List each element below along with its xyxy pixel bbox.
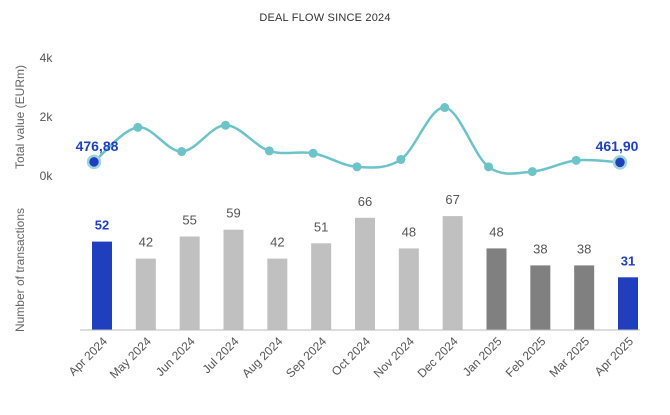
bar (530, 265, 551, 330)
line-point (396, 154, 406, 164)
x-tick-label: May 2024 (107, 334, 154, 381)
first-point-label: 476,88 (76, 138, 119, 154)
line-point (308, 148, 318, 158)
x-tick-label: Jul 2024 (200, 334, 242, 376)
line-points (86, 103, 628, 177)
bar-value-label: 48 (402, 224, 416, 239)
bar (311, 243, 332, 330)
bar-value-label: 38 (533, 241, 547, 256)
bar (92, 241, 112, 330)
line-point (264, 146, 274, 156)
bar-value-label: 48 (489, 224, 503, 239)
bar (267, 258, 288, 330)
line-y-axis-label: Total value (EURm) (13, 65, 27, 169)
x-tick-label: Oct 2024 (329, 334, 374, 379)
x-tick-label: Jan 2025 (460, 334, 505, 379)
x-tick-label: Apr 2025 (592, 334, 637, 379)
line-point (484, 162, 493, 172)
line-y-tick: 0k (40, 169, 54, 183)
line-point (177, 147, 187, 157)
bar-value-label: 51 (314, 219, 328, 234)
x-tick-label: Dec 2024 (415, 334, 461, 380)
bar (355, 217, 375, 330)
bar-series: 52 42 55 59 42 51 66 48 67 48 38 38 31 (92, 192, 638, 330)
line-point (352, 162, 362, 172)
bar-value-label: 38 (577, 241, 591, 256)
bar-value-label: 66 (358, 194, 372, 209)
chart-title: DEAL FLOW SINCE 2024 (259, 12, 390, 24)
line-y-ticks: 0k 2k 4k (40, 51, 54, 183)
x-tick-label: Nov 2024 (371, 334, 417, 380)
line-point (221, 120, 230, 130)
bar (223, 229, 244, 330)
line-point (527, 167, 537, 177)
bar-value-label: 42 (139, 235, 153, 250)
x-tick-label: Aug 2024 (239, 334, 285, 380)
bar (574, 265, 595, 330)
x-tick-label: Jun 2024 (153, 334, 198, 379)
bar (135, 258, 156, 330)
bar-value-label: 67 (445, 192, 459, 207)
bar-value-label: 52 (95, 218, 109, 233)
line-y-tick: 4k (40, 51, 54, 65)
bar (442, 216, 463, 330)
bar-y-axis-label: Number of transactions (13, 208, 27, 332)
bar (618, 277, 638, 330)
x-tick-label: Feb 2025 (503, 334, 549, 380)
x-tick-label: Sep 2024 (283, 334, 329, 380)
line-point-highlight (612, 155, 628, 170)
bar (398, 248, 419, 330)
line-point (133, 122, 143, 132)
line-point (571, 155, 581, 165)
last-point-label: 461,90 (596, 138, 639, 154)
line-point (440, 103, 450, 113)
bar-value-label: 31 (621, 253, 635, 268)
line-y-tick: 2k (40, 110, 54, 124)
x-tick-label: Mar 2025 (547, 334, 593, 380)
bar-value-label: 59 (226, 206, 240, 221)
bar (179, 236, 200, 330)
bar-value-label: 42 (270, 235, 284, 250)
bar-value-label: 55 (182, 213, 196, 228)
bar (486, 248, 507, 330)
line-point-highlight (86, 154, 102, 170)
x-tick-label: Apr 2024 (66, 334, 111, 379)
